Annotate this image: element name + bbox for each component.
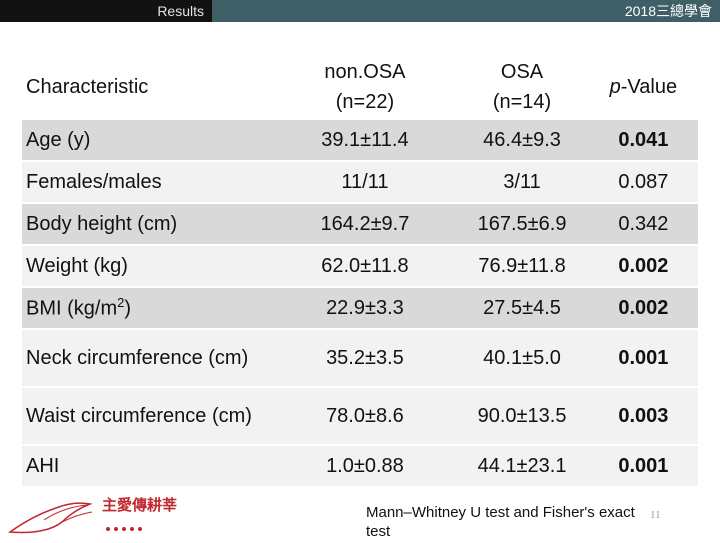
row-label: Neck circumference (cm) (22, 330, 275, 386)
table-header-row: Characteristic non.OSA (n=22) OSA (n=14)… (22, 56, 698, 118)
row-label: Age (y) (22, 120, 275, 160)
conference-label: 2018三總學會 (624, 3, 712, 19)
cell-p-value: 0.003 (588, 388, 698, 444)
results-table: Characteristic non.OSA (n=22) OSA (n=14)… (22, 54, 698, 488)
header-non-osa-name: non.OSA (324, 61, 406, 83)
top-bar: Results 2018三總學會 (0, 0, 720, 22)
cell-osa: 76.9±11.8 (455, 246, 589, 286)
header-osa: OSA (n=14) (455, 56, 589, 118)
cell-p-value: 0.002 (588, 288, 698, 328)
cell-osa: 167.5±6.9 (455, 204, 589, 244)
header-osa-name: OSA (500, 61, 544, 83)
cell-non-osa: 35.2±3.5 (274, 330, 456, 386)
cell-p-value: 0.002 (588, 246, 698, 286)
row-label: Waist circumference (cm) (22, 388, 275, 444)
cell-osa: 27.5±4.5 (455, 288, 589, 328)
cell-p-value: 0.001 (588, 446, 698, 486)
header-non-osa-n: (n=22) (335, 91, 395, 113)
cell-osa: 46.4±9.3 (455, 120, 589, 160)
table-row: Age (y) 39.1±11.4 46.4±9.3 0.041 (22, 120, 698, 160)
dove-logo-icon (7, 502, 142, 534)
bmi-label: BMI (kg/m (26, 297, 118, 320)
cell-p-value: 0.001 (588, 330, 698, 386)
header-characteristic: Characteristic (22, 56, 275, 118)
header-value: -Value (620, 76, 678, 98)
cell-non-osa: 22.9±3.3 (274, 288, 456, 328)
bmi-label-end: ) (124, 297, 132, 320)
row-label: BMI (kg/m2) (22, 288, 275, 328)
row-label: Body height (cm) (22, 204, 275, 244)
table-row: BMI (kg/m2) 22.9±3.3 27.5±4.5 0.002 (22, 288, 698, 328)
table-row: Females/males 11/11 3/11 0.087 (22, 162, 698, 202)
page-number: 11 (650, 509, 661, 521)
cell-non-osa: 62.0±11.8 (274, 246, 456, 286)
row-label: Females/males (22, 162, 275, 202)
cell-non-osa: 39.1±11.4 (274, 120, 456, 160)
cell-osa: 90.0±13.5 (455, 388, 589, 444)
cell-osa: 40.1±5.0 (455, 330, 589, 386)
cell-osa: 44.1±23.1 (455, 446, 589, 486)
section-label: Results (0, 0, 212, 22)
header-p: p (609, 76, 621, 98)
table-row: Weight (kg) 62.0±11.8 76.9±11.8 0.002 (22, 246, 698, 286)
cell-non-osa: 78.0±8.6 (274, 388, 456, 444)
table-row: Body height (cm) 164.2±9.7 167.5±6.9 0.3… (22, 204, 698, 244)
cell-non-osa: 164.2±9.7 (274, 204, 456, 244)
table-row: Waist circumference (cm) 78.0±8.6 90.0±1… (22, 388, 698, 444)
row-label: Weight (kg) (22, 246, 275, 286)
header-osa-n: (n=14) (492, 91, 552, 113)
cell-p-value: 0.041 (588, 120, 698, 160)
table-row: Neck circumference (cm) 35.2±3.5 40.1±5.… (22, 330, 698, 386)
cell-osa: 3/11 (455, 162, 589, 202)
row-label: AHI (22, 446, 275, 486)
table-row: AHI 1.0±0.88 44.1±23.1 0.001 (22, 446, 698, 486)
cell-non-osa: 1.0±0.88 (274, 446, 456, 486)
cell-p-value: 0.087 (588, 162, 698, 202)
logo-text: 主愛傳耕莘 (102, 497, 178, 514)
footnote: Mann–Whitney U test and Fisher's exact t… (366, 504, 635, 540)
header-non-osa: non.OSA (n=22) (274, 56, 456, 118)
cell-non-osa: 11/11 (274, 162, 456, 202)
hospital-logo: 主愛傳耕莘 (4, 492, 180, 538)
cell-p-value: 0.342 (588, 204, 698, 244)
bmi-sup: 2 (117, 295, 125, 311)
header-p-value: p-Value (588, 56, 698, 118)
